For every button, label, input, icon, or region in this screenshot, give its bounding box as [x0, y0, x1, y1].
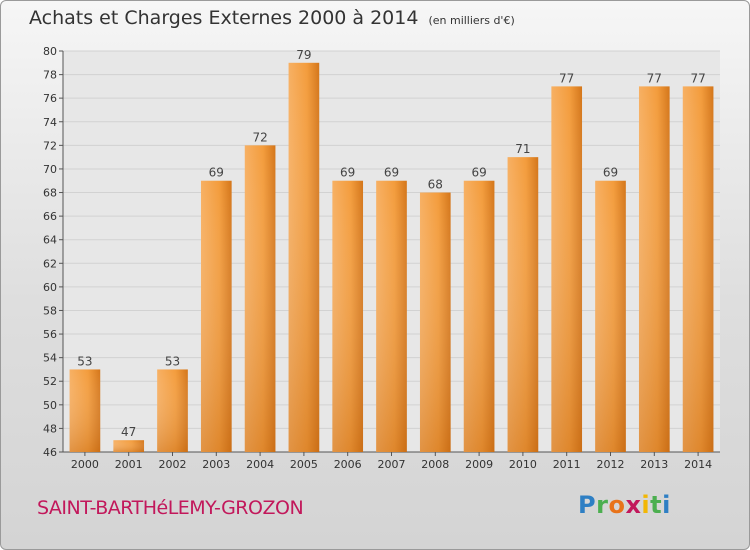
data-label: 69: [340, 166, 355, 180]
x-tick-label: 2001: [115, 458, 143, 471]
data-label: 71: [515, 142, 530, 156]
bar-shade: [200, 180, 232, 452]
title-text: Achats et Charges Externes 2000 à 2014: [29, 7, 419, 29]
data-label: 53: [165, 354, 180, 368]
y-tick-label: 80: [43, 45, 57, 58]
x-tick-label: 2012: [597, 458, 625, 471]
bar-shade: [69, 369, 101, 452]
y-tick-label: 78: [43, 69, 57, 82]
bar-shade: [463, 180, 495, 452]
bar-shade: [376, 180, 407, 452]
y-tick-label: 52: [43, 375, 57, 388]
y-tick-label: 66: [43, 210, 57, 223]
data-label: 47: [121, 425, 136, 439]
chart-title: Achats et Charges Externes 2000 à 2014 (e…: [29, 7, 515, 29]
unit-label: (en milliers d'€): [428, 14, 515, 27]
data-label: 69: [471, 166, 486, 180]
bar-shade: [288, 62, 320, 452]
y-tick-label: 60: [43, 281, 57, 294]
y-tick-label: 70: [43, 163, 57, 176]
x-tick-label: 2003: [202, 458, 230, 471]
bar-shade: [595, 180, 626, 452]
x-tick-label: 2013: [640, 458, 668, 471]
bar-shade: [507, 157, 539, 452]
y-tick-label: 56: [43, 328, 57, 341]
x-tick-label: 2002: [159, 458, 187, 471]
y-tick-label: 46: [43, 446, 57, 459]
logo-letter: t: [650, 491, 663, 519]
y-tick-label: 48: [43, 422, 57, 435]
data-label: 72: [252, 130, 267, 144]
x-tick-label: 2009: [465, 458, 493, 471]
y-tick-label: 58: [43, 304, 57, 317]
logo-letter: o: [608, 491, 626, 519]
data-label: 53: [77, 354, 92, 368]
y-tick-label: 64: [43, 234, 57, 247]
bar-shade: [157, 369, 188, 452]
bar-shade: [332, 180, 364, 452]
logo-letter: i: [662, 491, 671, 519]
y-tick-label: 76: [43, 92, 57, 105]
logo-letter: x: [625, 491, 642, 519]
data-label: 69: [384, 166, 399, 180]
y-tick-label: 62: [43, 257, 57, 270]
data-label: 69: [603, 166, 618, 180]
x-tick-label: 2006: [334, 458, 362, 471]
logo-letter: r: [596, 491, 609, 519]
data-label: 77: [559, 71, 574, 85]
bar-shade: [244, 145, 276, 452]
bar-shade: [419, 192, 451, 452]
bar-shade: [682, 86, 714, 452]
bar-shade: [113, 440, 145, 452]
data-label: 77: [647, 71, 662, 85]
proxiti-logo[interactable]: Proxiti: [578, 491, 671, 519]
y-tick-label: 50: [43, 399, 57, 412]
data-label: 79: [296, 48, 311, 62]
x-tick-label: 2008: [421, 458, 449, 471]
y-tick-label: 74: [43, 116, 57, 129]
commune-name: SAINT-BARTHéLEMY-GROZON: [37, 497, 304, 519]
x-tick-label: 2010: [509, 458, 537, 471]
bar-shade: [551, 86, 583, 452]
y-tick-label: 54: [43, 352, 57, 365]
y-tick-label: 68: [43, 187, 57, 200]
x-tick-label: 2000: [71, 458, 99, 471]
x-tick-label: 2011: [553, 458, 581, 471]
bar-shade: [638, 86, 670, 452]
data-label: 69: [209, 166, 224, 180]
x-tick-label: 2004: [246, 458, 274, 471]
x-tick-label: 2007: [378, 458, 406, 471]
x-tick-label: 2005: [290, 458, 318, 471]
logo-letter: i: [641, 491, 651, 519]
y-tick-label: 72: [43, 139, 57, 152]
data-label: 77: [690, 71, 705, 85]
data-label: 68: [428, 178, 443, 192]
x-tick-label: 2014: [684, 458, 712, 471]
logo-letter: P: [578, 491, 597, 519]
